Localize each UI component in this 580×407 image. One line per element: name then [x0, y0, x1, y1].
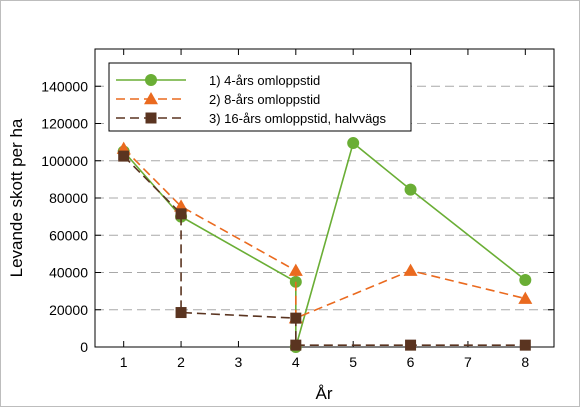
x-axis-label: År: [316, 384, 333, 403]
y-axis-ticks: 0 20000 40000 60000 80000 100000 120000 140000: [41, 78, 554, 355]
data-point: [175, 208, 187, 220]
y-tick-label: 80000: [49, 190, 88, 206]
x-tick-label: 4: [292, 354, 300, 370]
data-point: [404, 183, 417, 196]
y-tick-label: 0: [80, 339, 88, 355]
legend-label: 3) 16-års omloppstid, halvvägs: [209, 111, 387, 126]
data-point: [405, 339, 417, 351]
data-point: [347, 137, 360, 150]
y-tick-label: 60000: [49, 227, 88, 243]
series-lines: [116, 137, 533, 353]
data-point: [288, 263, 303, 276]
x-tick-label: 7: [464, 354, 472, 370]
data-point: [175, 307, 187, 319]
data-point: [518, 291, 533, 304]
x-tick-label: 1: [120, 354, 128, 370]
data-point: [290, 339, 302, 351]
y-tick-label: 140000: [41, 78, 88, 94]
legend-label: 2) 8-års omloppstid: [209, 92, 320, 107]
x-tick-label: 3: [235, 354, 243, 370]
data-point: [403, 263, 418, 276]
x-tick-label: 5: [349, 354, 357, 370]
data-point: [519, 273, 532, 286]
legend: 1) 4-års omloppstid 2) 8-års omloppstid 3)…: [108, 62, 412, 132]
data-point: [290, 312, 302, 324]
x-axis-ticks: 1 2 3 4 5 6 7 8: [120, 49, 529, 370]
legend-marker: [144, 92, 158, 105]
legend-marker: [145, 74, 157, 86]
y-axis-label: Levande skott per ha: [7, 118, 26, 277]
y-tick-label: 20000: [49, 302, 88, 318]
legend-marker: [145, 112, 157, 124]
data-point: [519, 339, 531, 351]
y-tick-label: 100000: [41, 153, 88, 169]
legend-box: [108, 62, 412, 132]
legend-label: 1) 4-års omloppstid: [209, 73, 320, 88]
x-tick-label: 8: [521, 354, 529, 370]
y-tick-label: 40000: [49, 265, 88, 281]
x-tick-label: 2: [177, 354, 185, 370]
x-tick-label: 6: [407, 354, 415, 370]
y-tick-label: 120000: [41, 116, 88, 132]
data-point: [118, 150, 130, 162]
